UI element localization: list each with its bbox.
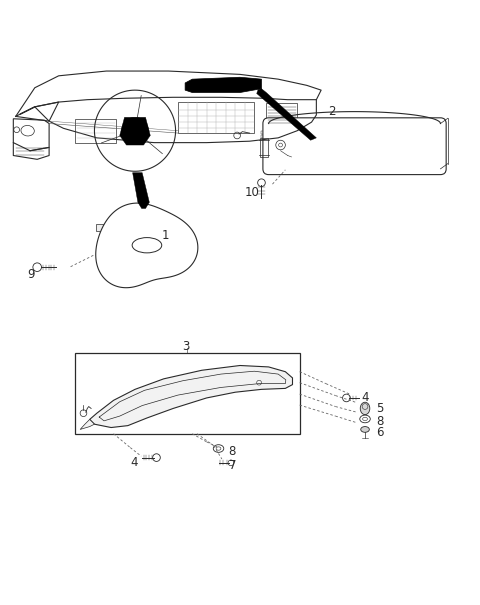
Text: 2: 2 <box>328 105 336 118</box>
Polygon shape <box>132 172 149 209</box>
Text: 4: 4 <box>362 391 369 405</box>
Text: 7: 7 <box>228 459 236 473</box>
Polygon shape <box>90 365 292 428</box>
Text: 10: 10 <box>245 186 260 199</box>
Ellipse shape <box>360 402 370 414</box>
Polygon shape <box>120 117 150 145</box>
Text: 9: 9 <box>28 269 35 281</box>
Polygon shape <box>96 203 198 288</box>
FancyBboxPatch shape <box>75 353 300 434</box>
Text: 1: 1 <box>161 229 169 242</box>
Text: 8: 8 <box>228 445 236 458</box>
FancyBboxPatch shape <box>75 119 116 143</box>
Polygon shape <box>185 77 262 93</box>
Text: 3: 3 <box>182 340 189 353</box>
FancyBboxPatch shape <box>178 102 254 133</box>
Polygon shape <box>80 419 95 430</box>
Text: 5: 5 <box>376 402 384 415</box>
FancyBboxPatch shape <box>116 220 127 227</box>
Ellipse shape <box>361 427 369 433</box>
Polygon shape <box>13 119 49 151</box>
FancyBboxPatch shape <box>96 224 108 231</box>
Polygon shape <box>257 89 316 140</box>
FancyBboxPatch shape <box>106 221 117 229</box>
Text: 6: 6 <box>376 426 384 439</box>
FancyBboxPatch shape <box>266 103 297 126</box>
Text: 8: 8 <box>376 415 384 428</box>
FancyBboxPatch shape <box>263 118 446 175</box>
Text: 4: 4 <box>130 456 138 469</box>
